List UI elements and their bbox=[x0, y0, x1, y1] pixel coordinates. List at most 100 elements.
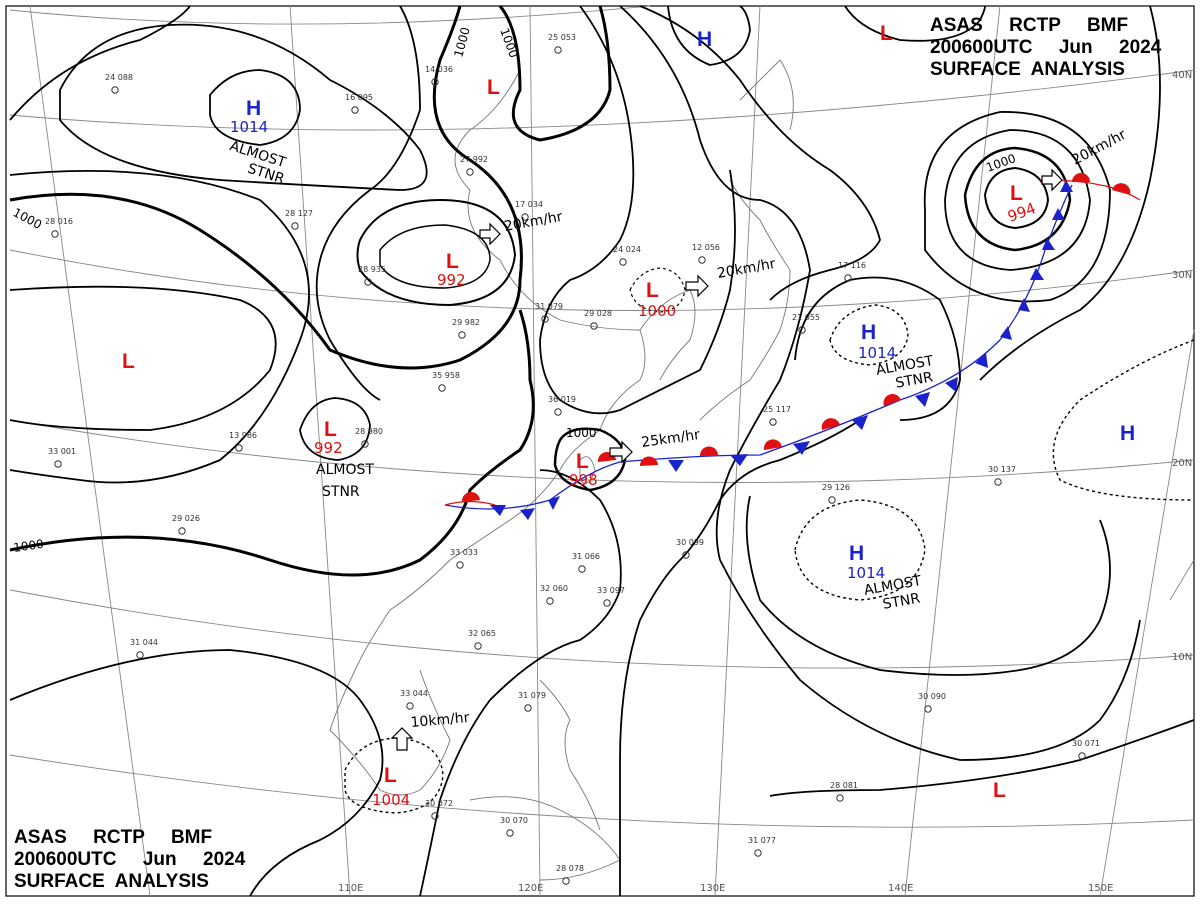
station-data-label: 30 090 bbox=[918, 692, 946, 701]
coast-philippines bbox=[539, 679, 601, 831]
cold-tri bbox=[548, 496, 560, 510]
station-data-label: 30 137 bbox=[988, 465, 1016, 474]
low-letter: L bbox=[1010, 182, 1023, 205]
station-data-label: 29 126 bbox=[822, 483, 850, 492]
meridian-140e bbox=[904, 5, 1001, 897]
station-data-label: 17 034 bbox=[515, 200, 543, 209]
high-center-top: H bbox=[697, 28, 712, 51]
station-data-label: 32 065 bbox=[468, 629, 496, 638]
station-data-label: 30 099 bbox=[676, 538, 704, 547]
station-data-label: 21 055 bbox=[792, 313, 820, 322]
low-letter: L bbox=[324, 418, 337, 441]
almost-stnr-line2: STNR bbox=[894, 369, 934, 391]
station-marker-icon bbox=[1078, 752, 1086, 760]
low-letter: L bbox=[646, 279, 659, 302]
motion-arrows bbox=[390, 168, 1063, 751]
lat-label: 30N bbox=[1172, 270, 1192, 281]
coast-japan bbox=[699, 179, 791, 421]
station-marker-icon bbox=[506, 829, 514, 837]
isobar-1000-south bbox=[9, 309, 535, 577]
isobar-1012-pacific bbox=[719, 559, 1141, 761]
pressure-systems: H 1014 L H L L 992 L 1000 L L 992 L 998 bbox=[122, 22, 1135, 809]
high-center-pacific-mid: H 1014 bbox=[847, 542, 885, 582]
low-center-korea-sea: L 1000 bbox=[638, 279, 676, 320]
parallel-50n bbox=[9, 5, 651, 25]
lat-label: 40N bbox=[1172, 70, 1192, 81]
station-data-label: 31 077 bbox=[748, 836, 776, 845]
low-center-north-china: L 992 bbox=[437, 250, 466, 289]
meridian-150e bbox=[1099, 329, 1195, 897]
station-marker-icon bbox=[828, 496, 836, 504]
meridian-130e bbox=[714, 5, 761, 897]
low-letter: L bbox=[446, 250, 459, 273]
motion-arrow-icon bbox=[390, 727, 414, 751]
chart-title-top: ASAS RCTP BMF 200600UTC Jun 2024 SURFACE… bbox=[930, 15, 1161, 81]
title-line-2: 200600UTC Jun 2024 bbox=[14, 849, 246, 870]
station-marker-icon bbox=[431, 812, 439, 820]
cold-tri bbox=[1060, 180, 1073, 192]
low-center-tibet: L 992 bbox=[314, 418, 343, 457]
station-data-label: 29 026 bbox=[172, 514, 200, 523]
station-marker-icon bbox=[554, 408, 562, 416]
station-data-label: 24 088 bbox=[105, 73, 133, 82]
station-marker-icon bbox=[619, 258, 627, 266]
station-data-label: 28 127 bbox=[285, 209, 313, 218]
station-data-label: 28 081 bbox=[830, 781, 858, 790]
isobar-1000-north-east bbox=[498, 5, 612, 142]
chart-title-bottom: ASAS RCTP BMF 200600UTC Jun 2024 SURFACE… bbox=[14, 827, 245, 893]
cold-tri bbox=[852, 415, 868, 430]
low-center-scs: L 1004 bbox=[372, 764, 410, 809]
low-center-ne-corner: L bbox=[880, 22, 893, 45]
isobar-label: 1000 bbox=[566, 426, 597, 440]
isobar-mongolia-h bbox=[209, 69, 301, 146]
isobar-992-ring bbox=[379, 224, 491, 289]
station-data-label: 29 028 bbox=[584, 309, 612, 318]
meridian-110e bbox=[289, 5, 351, 897]
isobar-pacific-h-north bbox=[829, 304, 909, 366]
motion-arrow-icon bbox=[1041, 168, 1063, 192]
station-marker-icon bbox=[754, 849, 762, 857]
low-pressure-value: 1000 bbox=[638, 302, 676, 320]
low-letter: L bbox=[384, 764, 397, 787]
station-data-label: 36 019 bbox=[548, 395, 576, 404]
station-data-label: 25 053 bbox=[548, 33, 576, 42]
warm-bump bbox=[461, 491, 480, 502]
low-center-west: L bbox=[122, 350, 135, 373]
station-data-label: 28 935 bbox=[358, 265, 386, 274]
station-marker-icon bbox=[698, 256, 706, 264]
isobar-1000-north bbox=[9, 5, 523, 370]
parallel-0 bbox=[9, 754, 1195, 828]
station-marker-icon bbox=[554, 46, 562, 54]
station-data-label: 28 016 bbox=[45, 217, 73, 226]
isobar-l994-ring3 bbox=[944, 129, 1091, 271]
isobar-l994-ring1 bbox=[983, 166, 1050, 230]
station-marker-icon bbox=[51, 230, 59, 238]
station-marker-icon bbox=[364, 278, 372, 286]
station-data-label: 33 033 bbox=[450, 548, 478, 557]
isobar-l1000-korea bbox=[629, 267, 686, 313]
isobar-pacific-east-h bbox=[1052, 339, 1195, 501]
cold-tri bbox=[1030, 268, 1044, 280]
meridian-120e bbox=[529, 5, 541, 897]
lat-label: 10N bbox=[1172, 652, 1192, 663]
low-pressure-value: 1004 bbox=[372, 791, 410, 809]
station-data-label: 24 024 bbox=[613, 245, 641, 254]
station-marker-icon bbox=[546, 597, 554, 605]
motion-arrow-icon bbox=[685, 274, 709, 298]
isobar-1004-center bbox=[539, 5, 736, 415]
graticule-labels: 110E 120E 130E 140E 150E 40N 30N 20N 10N bbox=[338, 70, 1192, 894]
warm-bump bbox=[821, 418, 840, 430]
motion-arrow-icon bbox=[609, 440, 633, 464]
isobar-996-l992 bbox=[356, 198, 517, 307]
station-data-label: 33 044 bbox=[400, 689, 428, 698]
warm-bump bbox=[1112, 183, 1131, 195]
station-marker-icon bbox=[54, 460, 62, 468]
station-plots: 24 088 16 095 14 036 25 053 27 992 17 034 24 0… bbox=[45, 33, 1100, 885]
motion-speed-label: 10km/hr bbox=[410, 710, 470, 731]
almost-stnr-line1: ALMOST bbox=[316, 462, 374, 478]
station-data-label: 13 986 bbox=[229, 431, 257, 440]
parallel-10n bbox=[9, 589, 1195, 669]
station-marker-icon bbox=[603, 599, 611, 607]
isobar-label: 1000 bbox=[12, 537, 44, 555]
